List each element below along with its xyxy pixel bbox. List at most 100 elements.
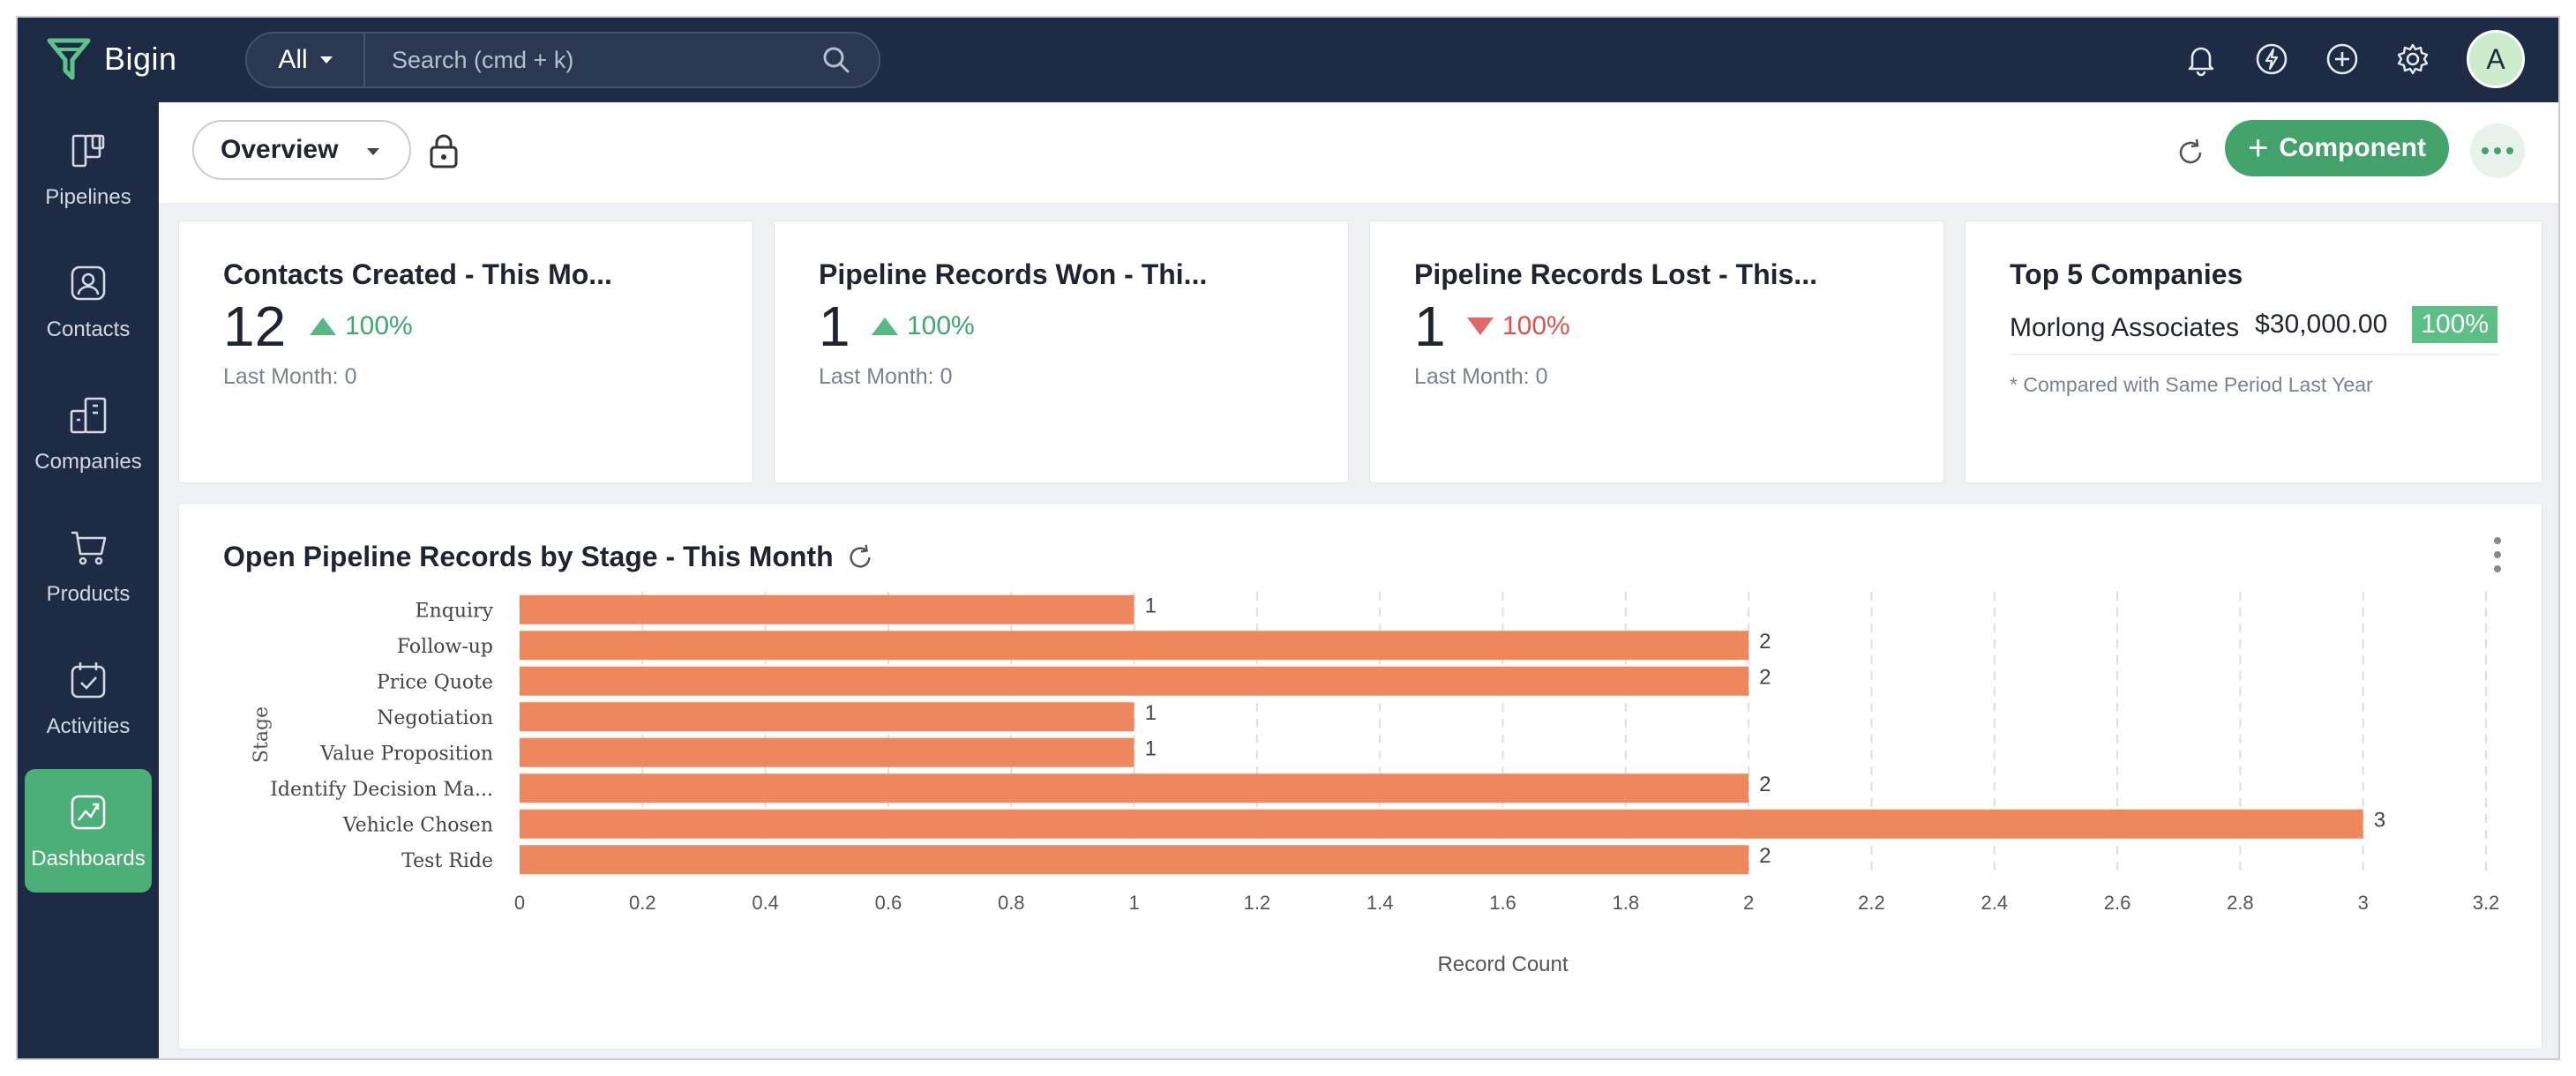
- search-icon[interactable]: [819, 42, 854, 78]
- kpi-value: 12: [223, 295, 287, 358]
- plus-icon: +: [2248, 129, 2269, 168]
- y-category-label: Identify Decision Ma...: [270, 779, 493, 801]
- chart-menu-button[interactable]: [2489, 537, 2506, 572]
- kpi-card-records-won[interactable]: Pipeline Records Won - Thi... 1 100% Las…: [774, 220, 1349, 483]
- y-category-label: Negotiation: [377, 707, 493, 729]
- global-search: All: [245, 32, 880, 88]
- kpi-value: 1: [819, 295, 850, 358]
- sidebar-item-activities[interactable]: Activities: [25, 637, 152, 760]
- search-input[interactable]: [365, 34, 819, 86]
- lightning-icon: [2256, 43, 2288, 75]
- sidebar-item-label: Products: [46, 582, 131, 606]
- sidebar-item-label: Companies: [34, 450, 142, 474]
- contacts-icon: [71, 265, 106, 301]
- dashboard-toolbar: Overview + Component: [159, 102, 2558, 203]
- bar-value-label: 1: [1145, 701, 1157, 725]
- bar: [520, 845, 1749, 875]
- notifications-button[interactable]: [2181, 39, 2221, 79]
- table-row[interactable]: Morlong Associates $30,000.00 100%: [2010, 303, 2497, 355]
- more-horizontal-icon: [2479, 147, 2516, 154]
- add-component-button[interactable]: + Component: [2225, 120, 2449, 176]
- search-scope-select[interactable]: All: [247, 34, 365, 86]
- dashboard-view-select[interactable]: Overview: [192, 120, 411, 180]
- app-window: Bigin All: [16, 16, 2560, 1060]
- top-bar: Bigin All: [18, 18, 2558, 102]
- x-tick-label: 2.8: [2227, 892, 2254, 914]
- trend-up-icon: [872, 318, 898, 335]
- app-logo[interactable]: Bigin: [46, 35, 177, 83]
- pipelines-icon: [71, 134, 105, 168]
- sidebar-item-label: Contacts: [46, 318, 131, 341]
- quick-actions-button[interactable]: [2251, 39, 2292, 79]
- sidebar-item-label: Dashboards: [31, 847, 146, 871]
- cart-icon: [71, 531, 107, 565]
- top-companies-card[interactable]: Top 5 Companies Morlong Associates $30,0…: [1965, 220, 2542, 483]
- kpi-card-records-lost[interactable]: Pipeline Records Lost - This... 1 100% L…: [1369, 220, 1944, 483]
- kpi-delta: 100%: [310, 311, 413, 341]
- trend-up-icon: [310, 318, 336, 335]
- y-category-label: Enquiry: [416, 600, 494, 622]
- bar-value-label: 1: [1145, 594, 1157, 617]
- bar-value-label: 2: [1759, 844, 1771, 868]
- x-tick-label: 2: [1743, 892, 1754, 914]
- user-avatar[interactable]: A: [2467, 30, 2525, 88]
- y-category-label: Follow-up: [397, 636, 493, 658]
- bar: [520, 737, 1134, 767]
- x-tick-label: 1.2: [1244, 892, 1271, 914]
- company-amount: $30,000.00: [2255, 310, 2388, 339]
- bar-value-label: 1: [1145, 736, 1157, 760]
- sidebar: Pipelines Contacts Companies: [18, 102, 159, 1058]
- sidebar-item-contacts[interactable]: Contacts: [25, 240, 152, 363]
- lock-icon[interactable]: [427, 132, 461, 169]
- bar: [520, 666, 1749, 696]
- x-tick-label: 1: [1128, 892, 1139, 914]
- bell-icon: [2188, 47, 2214, 77]
- sidebar-item-companies[interactable]: Companies: [25, 372, 152, 496]
- x-tick-label: 2.2: [1858, 892, 1885, 914]
- add-component-label: Component: [2279, 133, 2426, 162]
- sidebar-item-pipelines[interactable]: Pipelines: [25, 108, 152, 231]
- bar-value-label: 2: [1759, 665, 1771, 689]
- bar: [520, 773, 1749, 803]
- chart-title: Open Pipeline Records by Stage - This Mo…: [223, 541, 834, 572]
- refresh-icon[interactable]: [2175, 138, 2205, 168]
- x-axis-title: Record Count: [1437, 953, 1568, 976]
- more-options-button[interactable]: [2470, 123, 2525, 178]
- chart-title-row: Open Pipeline Records by Stage - This Mo…: [223, 541, 874, 573]
- bar-value-label: 2: [1759, 630, 1771, 654]
- bigin-logo-icon: [47, 38, 91, 80]
- kpi-last-period: Last Month: 0: [819, 364, 953, 389]
- x-tick-label: 0.4: [752, 892, 779, 914]
- x-tick-label: 3: [2358, 892, 2369, 914]
- kpi-card-contacts-created[interactable]: Contacts Created - This Mo... 12 100% La…: [178, 220, 753, 483]
- y-category-label: Test Ride: [401, 850, 493, 872]
- bar-chart: 0 0.2 0.4 0.6 0.8 1 1.2 1.4 1.6 1.8 2 2.2 2.4 2.6 2.8 3…: [251, 592, 2499, 976]
- bar-value-label: 2: [1759, 773, 1771, 796]
- x-tick-label: 0.2: [629, 892, 656, 914]
- kpi-title: Contacts Created - This Mo...: [223, 258, 612, 290]
- sidebar-item-dashboards[interactable]: Dashboards: [25, 769, 152, 893]
- bar-value-label: 3: [2374, 808, 2385, 832]
- search-scope-label: All: [278, 45, 308, 74]
- x-tick-label: 1.8: [1613, 892, 1640, 914]
- create-button[interactable]: [2322, 39, 2363, 79]
- kpi-delta-value: 100%: [345, 311, 413, 340]
- add-icon: [2326, 43, 2358, 75]
- dashboard-view-label: Overview: [221, 135, 339, 164]
- bar: [520, 702, 1134, 732]
- kpi-value: 1: [1414, 295, 1446, 358]
- settings-button[interactable]: [2393, 39, 2433, 79]
- calendar-check-icon: [71, 662, 106, 699]
- refresh-icon[interactable]: [846, 543, 874, 572]
- kpi-delta-value: 100%: [1502, 311, 1570, 340]
- kpi-title: Pipeline Records Won - Thi...: [819, 258, 1208, 290]
- x-tick-label: 0.8: [998, 892, 1025, 914]
- settings-icon: [2397, 43, 2429, 75]
- trend-down-icon: [1467, 318, 1494, 335]
- x-tick-label: 0: [514, 892, 525, 914]
- x-tick-label: 2.6: [2104, 892, 2131, 914]
- kpi-delta: 100%: [872, 311, 975, 341]
- sidebar-item-products[interactable]: Products: [25, 504, 152, 628]
- x-tick-label: 2.4: [1981, 892, 2008, 914]
- y-category-label: Price Quote: [377, 671, 493, 693]
